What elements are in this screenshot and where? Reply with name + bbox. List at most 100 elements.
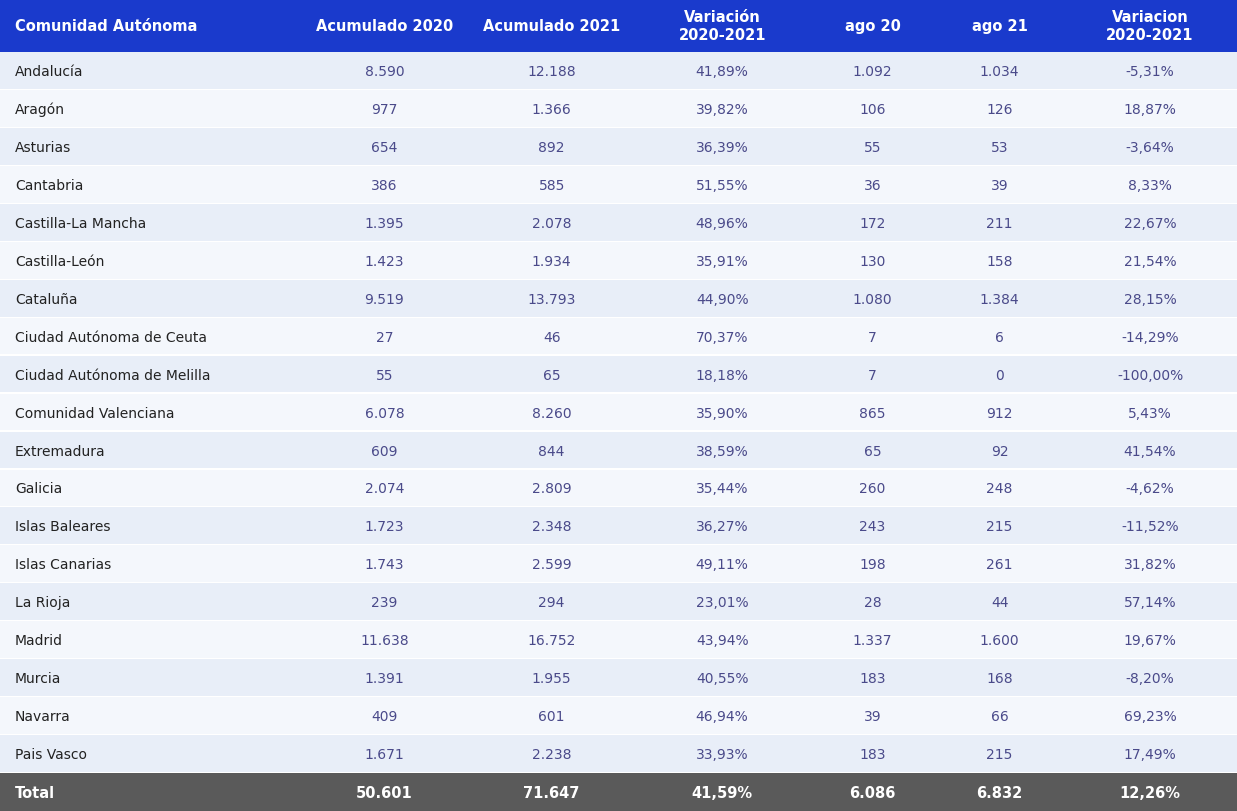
Text: Islas Baleares: Islas Baleares (15, 520, 110, 534)
Bar (636, 620, 809, 621)
Text: -3,64%: -3,64% (1126, 141, 1174, 155)
Bar (301, 53, 468, 91)
Bar (936, 621, 1063, 659)
Bar (301, 0, 468, 53)
Text: 158: 158 (986, 255, 1013, 268)
Text: 1.671: 1.671 (365, 747, 404, 762)
Bar (636, 582, 809, 584)
Bar (809, 508, 936, 546)
Text: 41,89%: 41,89% (695, 65, 748, 79)
Bar (936, 432, 1063, 470)
Text: 53: 53 (991, 141, 1008, 155)
Bar (809, 167, 936, 204)
Bar (636, 127, 809, 129)
Bar (468, 432, 636, 470)
Bar (809, 546, 936, 584)
Bar (301, 734, 468, 736)
Text: 69,23%: 69,23% (1123, 710, 1176, 723)
Text: 248: 248 (986, 482, 1013, 496)
Text: 6.078: 6.078 (365, 406, 404, 420)
Bar (809, 242, 936, 281)
Text: 977: 977 (371, 103, 397, 117)
Text: 609: 609 (371, 444, 398, 458)
Text: 71.647: 71.647 (523, 784, 580, 800)
Bar (301, 508, 468, 546)
Bar (636, 621, 809, 659)
Bar (636, 393, 809, 394)
Bar (1063, 546, 1237, 584)
Bar (809, 772, 936, 773)
Bar (809, 773, 936, 811)
Text: Ciudad Autónoma de Melilla: Ciudad Autónoma de Melilla (15, 368, 210, 382)
Bar (0, 279, 301, 281)
Bar (636, 204, 809, 242)
Bar (1063, 544, 1237, 546)
Text: 865: 865 (860, 406, 886, 420)
Text: -100,00%: -100,00% (1117, 368, 1184, 382)
Bar (936, 242, 1063, 281)
Text: 5,43%: 5,43% (1128, 406, 1171, 420)
Bar (301, 394, 468, 432)
Bar (636, 773, 809, 811)
Bar (468, 53, 636, 91)
Bar (936, 546, 1063, 584)
Bar (636, 165, 809, 167)
Text: 41,59%: 41,59% (691, 784, 752, 800)
Text: Acumulado 2021: Acumulado 2021 (482, 19, 620, 34)
Bar (636, 355, 809, 356)
Text: Castilla-León: Castilla-León (15, 255, 104, 268)
Bar (809, 281, 936, 319)
Text: 1.384: 1.384 (980, 293, 1019, 307)
Text: 844: 844 (538, 444, 565, 458)
Bar (809, 355, 936, 356)
Bar (0, 546, 301, 584)
Bar (809, 620, 936, 621)
Text: 46: 46 (543, 330, 560, 345)
Bar (468, 279, 636, 281)
Bar (468, 281, 636, 319)
Bar (0, 317, 301, 319)
Bar (0, 355, 301, 356)
Text: 2.809: 2.809 (532, 482, 571, 496)
Bar (1063, 470, 1237, 508)
Bar (1063, 281, 1237, 319)
Bar (0, 281, 301, 319)
Bar (301, 697, 468, 736)
Bar (301, 319, 468, 356)
Bar (468, 431, 636, 432)
Text: 106: 106 (860, 103, 886, 117)
Text: 28: 28 (863, 595, 882, 610)
Bar (0, 53, 301, 91)
Bar (809, 621, 936, 659)
Text: 17,49%: 17,49% (1123, 747, 1176, 762)
Bar (1063, 469, 1237, 470)
Bar (468, 90, 636, 91)
Bar (936, 356, 1063, 394)
Bar (301, 204, 468, 242)
Text: 261: 261 (986, 558, 1013, 572)
Bar (0, 91, 301, 129)
Bar (468, 127, 636, 129)
Text: 1.723: 1.723 (365, 520, 404, 534)
Bar (636, 432, 809, 470)
Text: Murcia: Murcia (15, 672, 61, 685)
Bar (301, 167, 468, 204)
Text: 39: 39 (991, 178, 1008, 193)
Bar (468, 734, 636, 736)
Text: Madrid: Madrid (15, 633, 63, 647)
Bar (301, 393, 468, 394)
Bar (936, 279, 1063, 281)
Bar (1063, 355, 1237, 356)
Bar (0, 773, 301, 811)
Text: 38,59%: 38,59% (695, 444, 748, 458)
Text: 23,01%: 23,01% (696, 595, 748, 610)
Bar (0, 697, 301, 736)
Bar (0, 393, 301, 394)
Bar (0, 167, 301, 204)
Bar (468, 317, 636, 319)
Text: Navarra: Navarra (15, 710, 71, 723)
Bar (636, 470, 809, 508)
Bar (809, 584, 936, 621)
Bar (468, 91, 636, 129)
Bar (936, 204, 1063, 242)
